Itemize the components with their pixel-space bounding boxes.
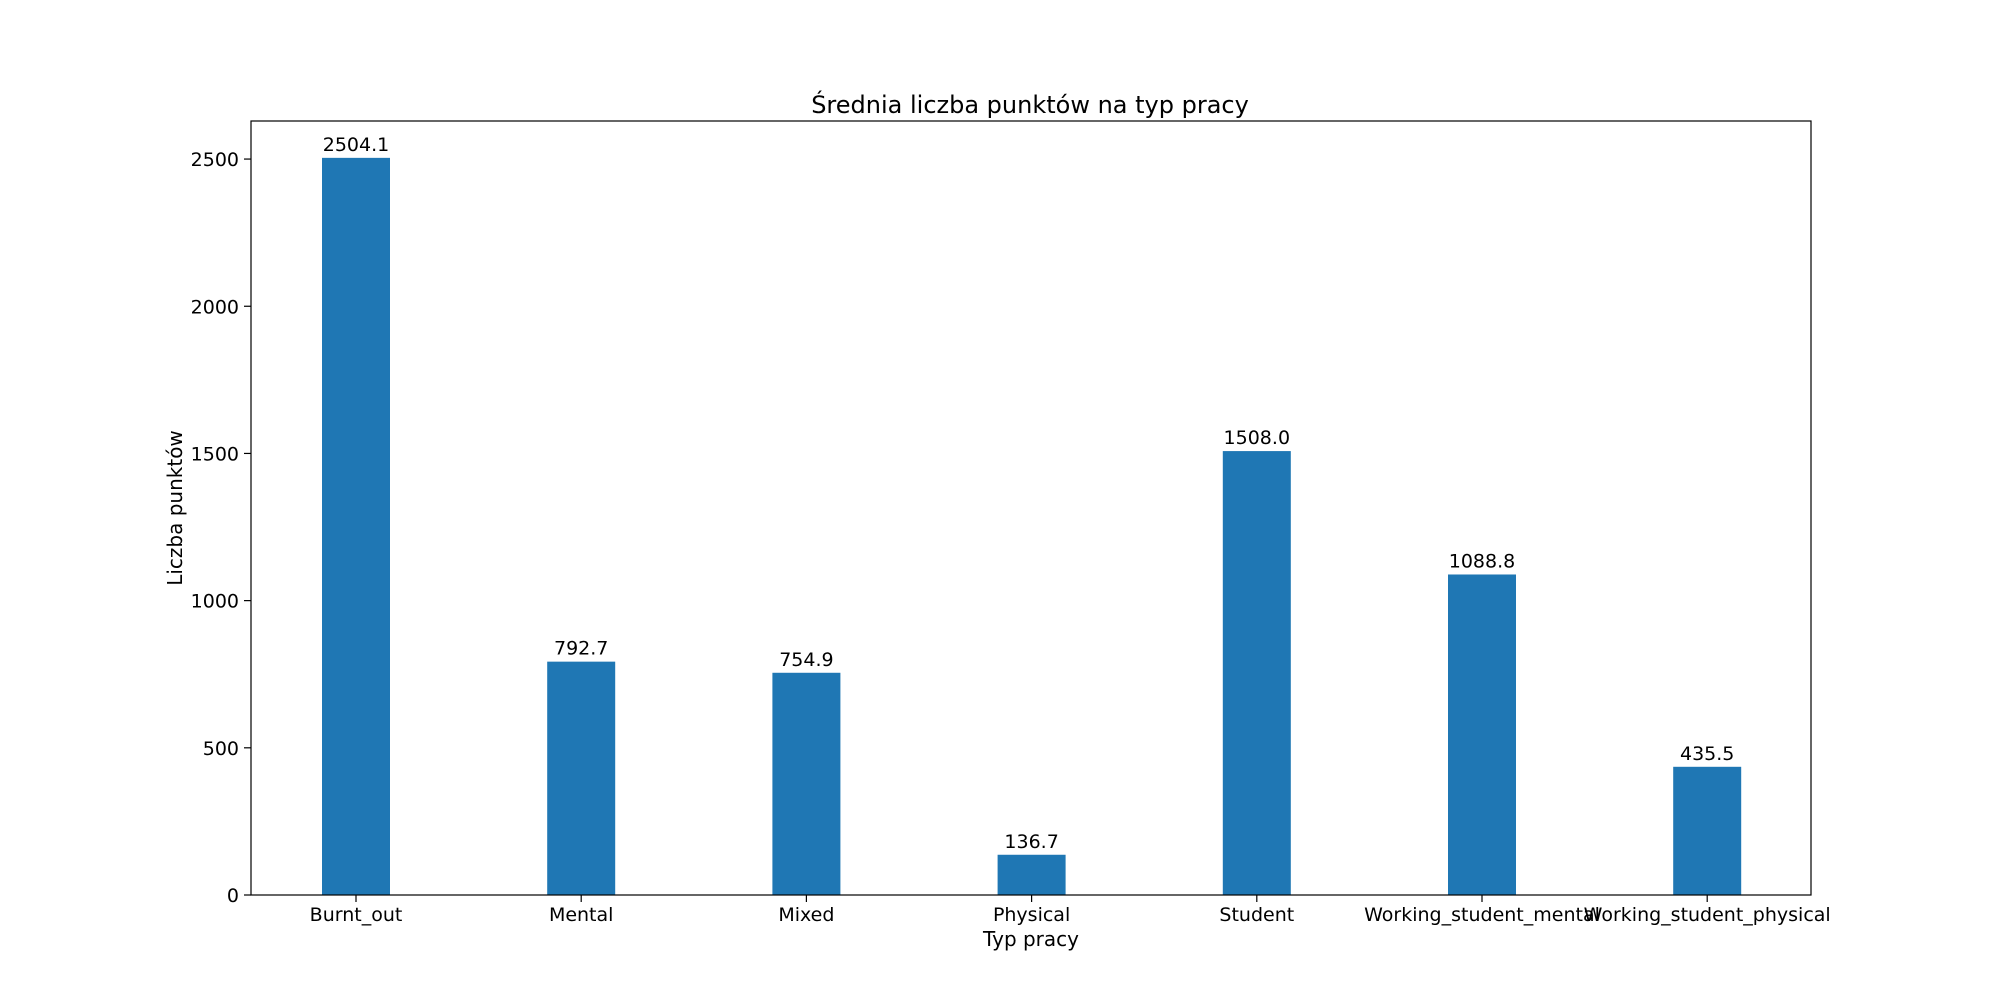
- y-tick-label-1500: 1500: [191, 443, 239, 465]
- bar-working_student_physical: [1673, 766, 1742, 895]
- x-tick-label-burnt_out: Burnt_out: [310, 904, 403, 926]
- y-tick-label-500: 500: [203, 738, 239, 760]
- data-label-student: 1508.0: [1224, 427, 1290, 449]
- bar-mental: [547, 661, 616, 895]
- data-label-mental: 792.7: [554, 638, 608, 660]
- y-tick-label-1000: 1000: [191, 591, 239, 613]
- x-tick-label-working_student_mental: Working_student_mental: [1364, 904, 1600, 926]
- x-tick-label-mental: Mental: [549, 904, 614, 926]
- x-tick-label-physical: Physical: [993, 904, 1070, 926]
- plot-frame: [250, 120, 1812, 896]
- y-tick-label-0: 0: [227, 885, 239, 907]
- data-label-physical: 136.7: [1004, 831, 1058, 853]
- y-axis-label: Liczba punktów: [163, 430, 187, 586]
- x-tick-label-working_student_physical: Working_student_physical: [1584, 904, 1831, 926]
- bars-layer: 2504.1 792.7 754.9 136.7 1508.0 1088.8 435.5: [322, 134, 1742, 896]
- data-label-working_student_physical: 435.5: [1680, 743, 1734, 765]
- x-tick-label-student: Student: [1219, 904, 1294, 926]
- x-tick-label-mixed: Mixed: [778, 904, 834, 926]
- ticks-layer: Burnt_out Mental Mixed Physical Student Worki…: [191, 149, 1831, 926]
- bar-student: [1222, 451, 1291, 895]
- data-label-burnt_out: 2504.1: [323, 134, 389, 156]
- data-label-working_student_mental: 1088.8: [1449, 550, 1515, 572]
- bar-physical: [997, 854, 1066, 895]
- chart-title: Średnia liczba punktów na typ pracy: [811, 89, 1249, 119]
- data-label-mixed: 754.9: [779, 649, 833, 671]
- y-tick-label-2500: 2500: [191, 149, 239, 171]
- bar-mixed: [772, 672, 841, 895]
- bar-burnt_out: [322, 157, 390, 896]
- y-tick-label-2000: 2000: [191, 296, 239, 318]
- bar-working_student_mental: [1448, 574, 1516, 895]
- x-axis-label: Typ pracy: [982, 927, 1079, 951]
